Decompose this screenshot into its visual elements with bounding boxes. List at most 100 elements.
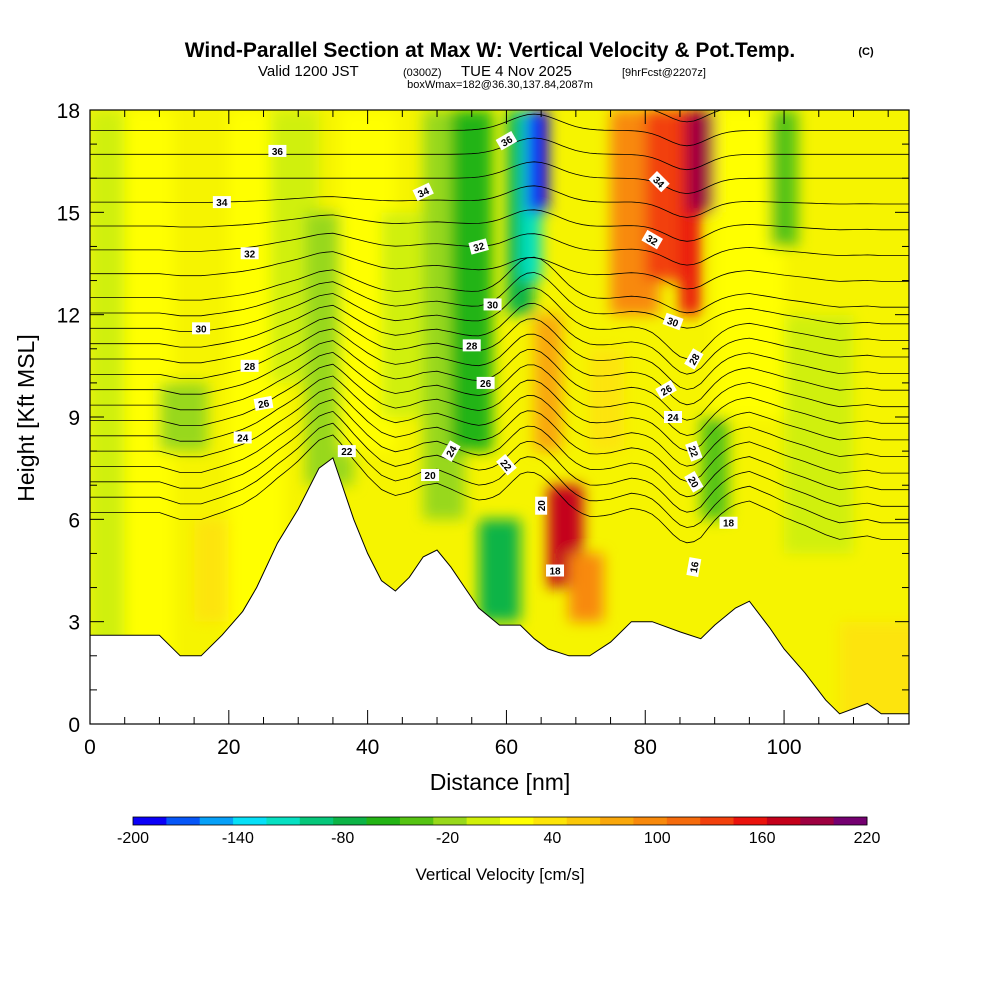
isentrope-line — [90, 399, 909, 498]
isentrope-label-box — [684, 348, 704, 370]
isentrope-label: 28 — [684, 348, 704, 370]
colorbar — [132, 816, 868, 826]
isentrope-label-text: 18 — [723, 519, 735, 530]
isentrope-line — [90, 363, 909, 452]
isentrope-label-text: 20 — [685, 475, 700, 491]
colorbar-frame — [132, 816, 868, 826]
colorbar-swatch — [733, 817, 768, 825]
isentrope-label-text: 20 — [425, 471, 437, 482]
isentrope-label: 18 — [719, 516, 738, 530]
x-tick-label: 80 — [634, 736, 657, 759]
isentrope-line — [90, 161, 909, 195]
isentrope-label-box — [686, 557, 702, 577]
colorbar-swatch — [399, 817, 434, 825]
box-max-info: boxWmax=182@36.30,137.84,2087m — [407, 79, 593, 91]
isentrope-label-text: 16 — [689, 560, 702, 573]
x-tick-label: 20 — [217, 736, 240, 759]
colorbar-swatch — [166, 817, 201, 825]
x-tick-label: 40 — [356, 736, 379, 759]
isentrope-label-box — [192, 322, 211, 335]
isentrope-line — [90, 351, 909, 436]
isentrope-label: 30 — [662, 312, 684, 331]
isentrope-label-text: 22 — [341, 447, 353, 458]
colorbar-swatch — [333, 817, 368, 825]
colorbar-tick-label: -20 — [436, 830, 459, 847]
colorbar-swatch — [633, 817, 668, 825]
isentrope-label: 20 — [421, 468, 440, 482]
isentrope-label: 32 — [240, 247, 259, 260]
isentrope-label-box — [664, 411, 683, 423]
isentrope-label: 34 — [412, 182, 434, 202]
isentrope-label-text: 24 — [237, 433, 249, 444]
colorbar-tick-label: 220 — [854, 830, 881, 847]
isentrope-label-text: 32 — [644, 233, 660, 248]
colorbar-swatch — [766, 817, 801, 825]
isentrope-label-text: 28 — [244, 362, 256, 373]
y-tick-label: 15 — [57, 202, 80, 225]
isentrope-lines — [90, 110, 909, 544]
isentrope-label-text: 18 — [549, 567, 561, 578]
isentrope-label-box — [240, 247, 259, 260]
isentrope-label-text: 28 — [466, 341, 478, 352]
isentrope-line — [90, 422, 909, 528]
isentrope-label: 32 — [641, 229, 663, 250]
colorbar-swatch — [466, 817, 501, 825]
isentrope-label-box — [441, 440, 461, 462]
isentrope-line — [90, 375, 909, 467]
isentrope-label: 36 — [268, 144, 287, 158]
isentrope-label-text: 34 — [216, 198, 228, 209]
copyright-mark: (C) — [858, 46, 874, 58]
isentrope-label-box — [240, 359, 259, 372]
vv-cell — [478, 519, 521, 622]
isentrope-label-box — [421, 468, 440, 481]
isentrope-label-box — [685, 440, 703, 462]
isentrope-label-text: 30 — [665, 316, 680, 330]
x-tick-label: 100 — [767, 736, 802, 759]
isentrope-label-box — [337, 445, 356, 458]
colorbar-swatch — [600, 817, 634, 825]
colorbar-ticks: -200 -140 -80 -20 40 100 160 220 — [117, 830, 880, 847]
valid-time-jst: Valid 1200 JST — [258, 63, 359, 80]
isentrope-label-box — [253, 395, 274, 411]
isentrope-label-text: 22 — [685, 445, 699, 460]
isentrope-label-text: 36 — [500, 134, 516, 149]
colorbar-tick-label: 100 — [644, 830, 671, 847]
isentrope-label-box — [212, 196, 231, 209]
colorbar-swatch — [500, 817, 534, 825]
isentrope-label-box — [233, 431, 252, 444]
colorbar-swatch — [700, 817, 735, 825]
vv-cell — [700, 417, 729, 520]
isentrope-label: 20 — [684, 471, 704, 493]
isentrope-line — [90, 209, 909, 242]
vv-cell — [686, 110, 715, 213]
colorbar-label: Vertical Velocity [cm/s] — [415, 865, 584, 884]
isentrope-label-text: 36 — [272, 147, 284, 158]
colorbar-swatch — [366, 817, 401, 825]
y-tick-label: 6 — [68, 509, 80, 532]
isentrope-label-box — [483, 298, 502, 311]
vv-cell — [839, 621, 909, 724]
isentrope-label-box — [535, 496, 548, 515]
isentrope-label-box — [648, 171, 670, 193]
isentrope-label: 26 — [655, 380, 677, 400]
valid-date: TUE 4 Nov 2025 — [461, 63, 572, 80]
y-tick-label: 9 — [68, 407, 80, 430]
isentrope-label: 30 — [483, 298, 502, 311]
isentrope-label-text: 32 — [244, 249, 256, 260]
colorbar-tick-label: -80 — [331, 830, 354, 847]
isentrope-label-box — [496, 454, 517, 476]
isentrope-line — [90, 137, 909, 171]
isentrope-line — [90, 316, 909, 390]
isentrope-label-box — [684, 471, 704, 493]
isentrope-label-box — [641, 229, 663, 250]
colorbar-swatch — [833, 817, 868, 825]
isentrope-label: 22 — [337, 445, 356, 458]
y-tick-label: 0 — [68, 714, 80, 737]
colorbar-swatch — [800, 817, 835, 825]
isentrope-label-box — [268, 144, 287, 157]
isentrope-label: 16 — [686, 557, 702, 577]
colorbar-swatch — [133, 817, 167, 825]
